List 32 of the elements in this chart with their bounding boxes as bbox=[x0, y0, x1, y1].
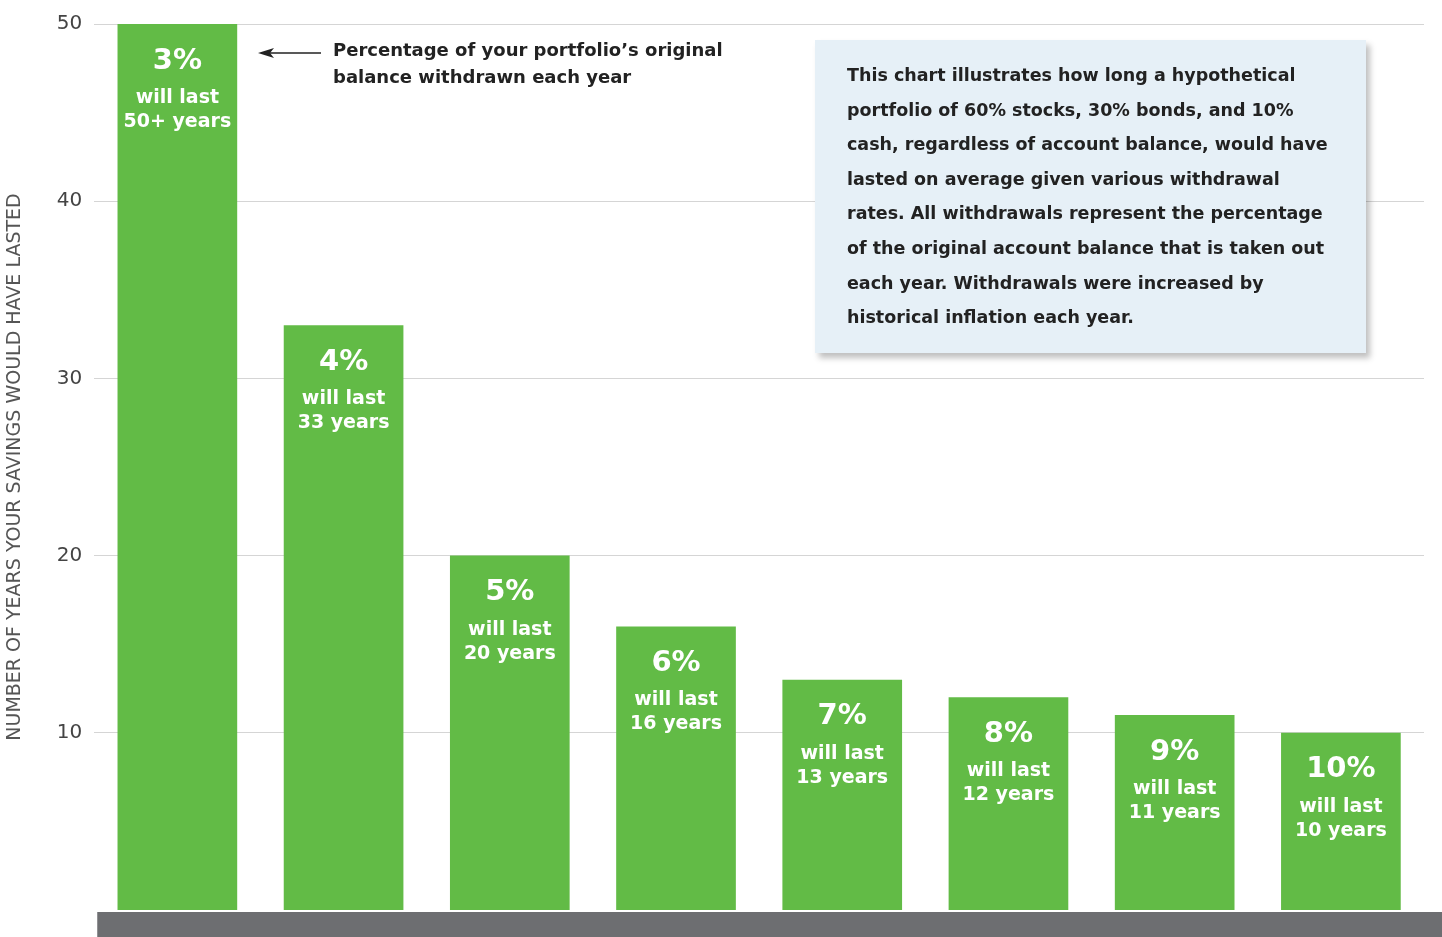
bar bbox=[117, 24, 238, 910]
bar bbox=[1114, 715, 1235, 910]
data-label: will last 13 years bbox=[796, 740, 889, 787]
x-tick-label: 3% bbox=[152, 41, 202, 76]
y-tick-label: 10 bbox=[56, 719, 83, 743]
x-tick-label: 8% bbox=[983, 714, 1034, 749]
y-tick-label: 20 bbox=[56, 541, 83, 566]
x-tick-label: 7% bbox=[817, 697, 867, 732]
y-tick-label: 50 bbox=[56, 10, 83, 35]
bar bbox=[283, 325, 404, 910]
data-label: will last 10 years bbox=[1294, 793, 1387, 840]
bar bbox=[948, 697, 1069, 910]
data-label: will last 11 years bbox=[1128, 776, 1221, 823]
x-tick-label: 5% bbox=[485, 573, 535, 608]
data-label: will last 33 years bbox=[297, 386, 390, 433]
x-tick-label: 9% bbox=[1150, 732, 1200, 767]
x-tick-label: 6% bbox=[651, 644, 701, 679]
y-axis-title: NUMBER OF YEARS YOUR SAVINGS WOULD HAVE LASTED bbox=[2, 193, 25, 741]
note-panel: This chart illustrates how long a hypothetical portfolio of 60% stocks, 30% bonds, and 10% cash, regardless of account balance, would have lasted on average given various withdrawal rates. All withdrawals represent the percentage of the original account balance that is taken out each year. Withdrawals were increased by historical inflation each year. bbox=[815, 40, 1366, 353]
data-label: will last 20 years bbox=[463, 616, 556, 663]
x-tick-label: 4% bbox=[318, 342, 369, 377]
annotation: Percentage of your portfolio’s original balance withdrawn each year bbox=[333, 38, 724, 89]
data-label: will last 50+ years bbox=[123, 84, 232, 131]
y-tick-label: 30 bbox=[56, 364, 83, 389]
bar bbox=[449, 555, 570, 910]
bar bbox=[1281, 732, 1401, 910]
y-tick-label: 40 bbox=[56, 187, 83, 212]
data-label: will last 12 years bbox=[962, 758, 1055, 805]
x-tick-label: 10% bbox=[1306, 750, 1376, 785]
data-label: will last 16 years bbox=[630, 687, 722, 734]
bar bbox=[782, 679, 903, 910]
bar bbox=[616, 626, 736, 910]
